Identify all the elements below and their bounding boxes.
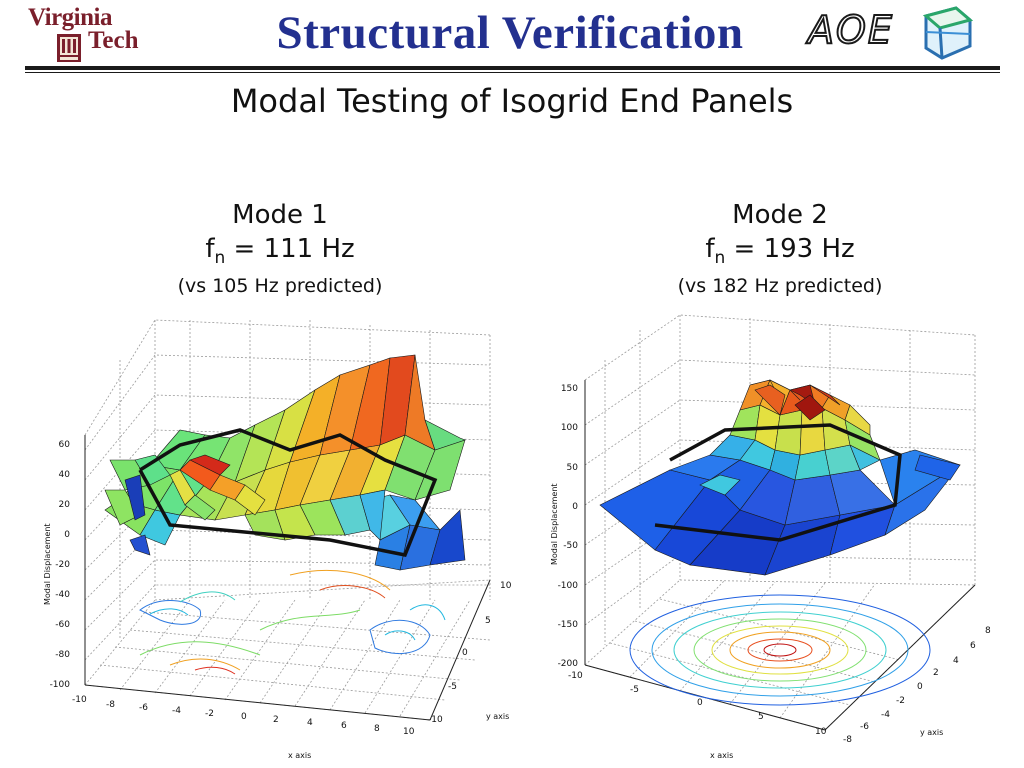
svg-text:6: 6 bbox=[341, 721, 347, 731]
mode2-y-ticks: 8 6 4 2 0 -2 -4 -6 -8 bbox=[843, 626, 991, 745]
mode1-contours bbox=[139, 569, 446, 675]
mode2-x-label: x axis bbox=[710, 751, 733, 760]
mode2-y-label: y axis bbox=[920, 728, 943, 737]
svg-text:-5: -5 bbox=[448, 682, 457, 692]
svg-text:-100: -100 bbox=[50, 680, 71, 690]
svg-text:5: 5 bbox=[485, 616, 491, 626]
mode1-surface-plot: 60 40 20 0 -20 -40 -60 -80 -100 -10 -8 -… bbox=[43, 319, 512, 760]
svg-text:-50: -50 bbox=[563, 541, 578, 551]
svg-text:-10: -10 bbox=[428, 715, 443, 725]
logo-text-tech: Tech bbox=[88, 27, 139, 54]
svg-text:10: 10 bbox=[403, 727, 415, 737]
vt-shield-icon bbox=[57, 34, 81, 62]
svg-text:8: 8 bbox=[985, 626, 991, 636]
svg-text:0: 0 bbox=[241, 712, 247, 722]
mode2-contours bbox=[629, 594, 931, 706]
svg-text:100: 100 bbox=[561, 423, 578, 433]
aoe-cube-icon bbox=[922, 6, 974, 60]
mode1-x-label: x axis bbox=[288, 751, 311, 760]
mode2-x-ticks: -10 -5 0 5 10 bbox=[568, 671, 827, 737]
mode2-frequency: fn = 193 Hz bbox=[610, 232, 950, 275]
svg-text:0: 0 bbox=[572, 502, 578, 512]
mode1-isogrid-outline bbox=[138, 428, 438, 558]
header-rule-thin bbox=[25, 72, 1000, 73]
svg-text:-2: -2 bbox=[896, 696, 905, 706]
svg-text:-10: -10 bbox=[72, 695, 87, 705]
mode1-y-ticks: 10 5 0 -5 -10 bbox=[428, 581, 512, 725]
svg-text:0: 0 bbox=[917, 682, 923, 692]
svg-text:-10: -10 bbox=[568, 671, 583, 681]
svg-text:50: 50 bbox=[567, 463, 579, 473]
svg-text:-100: -100 bbox=[558, 581, 579, 591]
logo-text-virginia: Virginia bbox=[28, 4, 112, 31]
svg-text:-2: -2 bbox=[205, 709, 214, 719]
svg-text:-4: -4 bbox=[172, 706, 181, 716]
svg-text:-200: -200 bbox=[558, 659, 579, 669]
svg-text:-6: -6 bbox=[139, 703, 148, 713]
svg-text:0: 0 bbox=[64, 530, 70, 540]
svg-text:-6: -6 bbox=[860, 722, 869, 732]
svg-text:10: 10 bbox=[500, 581, 512, 591]
mode2-freq-value: = 193 Hz bbox=[725, 234, 855, 264]
svg-text:-60: -60 bbox=[55, 620, 70, 630]
mode2-z-label: Modal Displacement bbox=[550, 483, 559, 565]
slide-subtitle: Modal Testing of Isogrid End Panels bbox=[230, 82, 794, 120]
mode2-surface bbox=[599, 379, 961, 576]
mode1-freq-subscript: n bbox=[214, 248, 226, 269]
mode2-freq-symbol: f bbox=[705, 234, 715, 264]
svg-text:8: 8 bbox=[374, 724, 380, 734]
mode1-x-ticks: -10 -8 -6 -4 -2 0 2 4 6 8 10 bbox=[72, 695, 415, 737]
svg-text:-80: -80 bbox=[55, 650, 70, 660]
svg-text:6: 6 bbox=[970, 641, 976, 651]
svg-text:10: 10 bbox=[815, 727, 827, 737]
mode1-z-ticks: 60 40 20 0 -20 -40 -60 -80 -100 bbox=[50, 440, 71, 690]
mode2-z-ticks: 150 100 50 0 -50 -100 -150 -200 bbox=[558, 384, 579, 669]
mode1-header: Mode 1 fn = 111 Hz (vs 105 Hz predicted) bbox=[110, 198, 450, 297]
svg-text:150: 150 bbox=[561, 384, 578, 394]
mode1-title: Mode 1 bbox=[232, 200, 328, 230]
aoe-logo-text: AOE bbox=[807, 7, 894, 53]
page-title: Structural Verification bbox=[276, 7, 744, 59]
svg-text:-4: -4 bbox=[881, 710, 890, 720]
header-rule-thick bbox=[25, 66, 1000, 70]
svg-text:2: 2 bbox=[273, 715, 279, 725]
mode1-surface bbox=[104, 354, 466, 571]
mode2-header: Mode 2 fn = 193 Hz (vs 182 Hz predicted) bbox=[610, 198, 950, 297]
svg-text:-40: -40 bbox=[55, 590, 70, 600]
svg-text:20: 20 bbox=[59, 500, 71, 510]
svg-text:5: 5 bbox=[758, 712, 764, 722]
virginia-tech-logo: Virginia Tech bbox=[28, 4, 178, 64]
mode1-frequency: fn = 111 Hz bbox=[110, 232, 450, 275]
svg-text:2: 2 bbox=[933, 668, 939, 678]
mode2-predicted: (vs 182 Hz predicted) bbox=[677, 275, 883, 298]
mode1-z-label: Modal Displacement bbox=[43, 523, 52, 605]
mode2-freq-subscript: n bbox=[714, 248, 726, 269]
svg-text:60: 60 bbox=[59, 440, 71, 450]
svg-text:-8: -8 bbox=[843, 735, 852, 745]
svg-text:-20: -20 bbox=[55, 560, 70, 570]
svg-text:4: 4 bbox=[953, 656, 959, 666]
mode2-isogrid-outline bbox=[654, 423, 902, 542]
mode1-y-label: y axis bbox=[486, 712, 509, 721]
mode2-title: Mode 2 bbox=[732, 200, 828, 230]
mode1-predicted: (vs 105 Hz predicted) bbox=[177, 275, 383, 298]
mode2-surface-plot: 150 100 50 0 -50 -100 -150 -200 -10 -5 0… bbox=[550, 314, 991, 760]
svg-text:0: 0 bbox=[462, 648, 468, 658]
svg-text:-8: -8 bbox=[106, 700, 115, 710]
svg-text:0: 0 bbox=[697, 698, 703, 708]
svg-text:-5: -5 bbox=[630, 685, 639, 695]
mode1-freq-value: = 111 Hz bbox=[225, 234, 355, 264]
svg-text:40: 40 bbox=[59, 470, 71, 480]
svg-text:4: 4 bbox=[307, 718, 313, 728]
mode1-freq-symbol: f bbox=[205, 234, 215, 264]
svg-text:-150: -150 bbox=[558, 620, 579, 630]
